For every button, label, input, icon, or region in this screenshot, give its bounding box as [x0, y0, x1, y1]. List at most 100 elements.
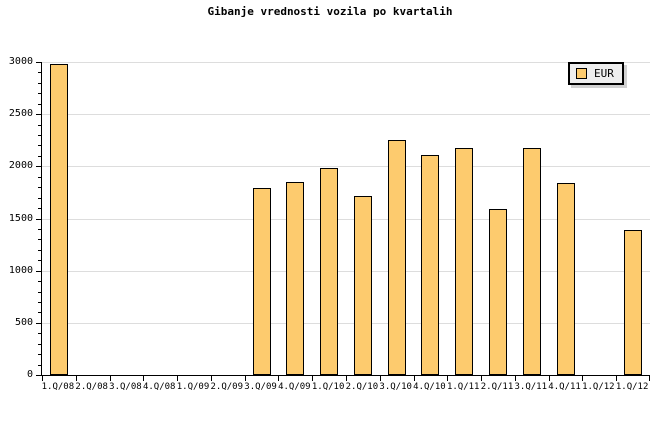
bar[interactable]: [253, 188, 271, 375]
y-axis-tick: [36, 375, 42, 376]
legend-label-eur: EUR: [594, 67, 614, 80]
x-axis-tick: [414, 375, 415, 381]
y-axis-minor-tick: [38, 260, 42, 261]
x-axis-tick-label: 3.Q/11: [514, 382, 548, 392]
y-axis-tick-label: 3000: [8, 56, 33, 67]
y-axis-minor-tick: [38, 281, 42, 282]
y-axis-minor-tick: [38, 198, 42, 199]
y-axis-minor-tick: [38, 250, 42, 251]
bar[interactable]: [50, 64, 68, 375]
y-axis-minor-tick: [38, 177, 42, 178]
bar[interactable]: [320, 168, 338, 375]
x-axis-tick-label: 2.Q/11: [480, 382, 514, 392]
y-axis-minor-tick: [38, 156, 42, 157]
y-axis-minor-tick: [38, 83, 42, 84]
x-axis-tick-label: 4.Q/08: [142, 382, 176, 392]
bar[interactable]: [523, 148, 541, 375]
x-axis-tick-label: 1.Q/12: [615, 382, 649, 392]
y-axis-tick-label: 2000: [8, 160, 33, 171]
x-axis-tick: [211, 375, 212, 381]
y-axis-minor-tick: [38, 208, 42, 209]
y-axis-tick: [36, 114, 42, 115]
y-axis-minor-tick: [38, 72, 42, 73]
y-axis-minor-tick: [38, 354, 42, 355]
x-axis-tick-label: 1.Q/11: [446, 382, 480, 392]
x-axis-tick: [380, 375, 381, 381]
x-axis-tick: [616, 375, 617, 381]
x-axis-tick: [110, 375, 111, 381]
gridline: [42, 271, 650, 272]
gridline: [42, 219, 650, 220]
bar[interactable]: [286, 182, 304, 375]
chart-title: Gibanje vrednosti vozila po kvartalih: [207, 5, 453, 18]
y-axis-minor-tick: [38, 145, 42, 146]
x-axis-tick: [346, 375, 347, 381]
x-axis-tick: [447, 375, 448, 381]
x-axis-tick: [649, 375, 650, 381]
legend-swatch-eur: [576, 68, 587, 79]
bar[interactable]: [455, 148, 473, 375]
x-axis-tick: [42, 375, 43, 381]
x-axis-tick: [143, 375, 144, 381]
x-axis-tick-label: 1.Q/08: [41, 382, 75, 392]
bar[interactable]: [557, 183, 575, 375]
y-axis-tick: [36, 323, 42, 324]
y-axis-minor-tick: [38, 302, 42, 303]
y-axis-tick: [36, 62, 42, 63]
y-axis-minor-tick: [38, 125, 42, 126]
gridline: [42, 323, 650, 324]
x-axis-tick-label: 3.Q/09: [244, 382, 277, 392]
bar[interactable]: [354, 196, 372, 375]
y-axis-minor-tick: [38, 333, 42, 334]
plot-area: [36, 62, 650, 381]
bar[interactable]: [624, 230, 642, 375]
x-axis-tick: [76, 375, 77, 381]
y-axis-tick-label: 0: [26, 369, 33, 380]
bar[interactable]: [421, 155, 439, 375]
x-axis-tick: [177, 375, 178, 381]
y-axis-minor-tick: [38, 93, 42, 94]
x-axis-tick: [245, 375, 246, 381]
y-axis-minor-tick: [38, 187, 42, 188]
bar[interactable]: [388, 140, 406, 375]
x-axis-tick: [278, 375, 279, 381]
y-axis-minor-tick: [38, 229, 42, 230]
bar[interactable]: [489, 209, 507, 375]
x-axis-tick-label: 2.Q/10: [345, 382, 379, 392]
x-axis-tick: [582, 375, 583, 381]
chart-legend[interactable]: EUR: [568, 62, 624, 85]
y-axis-minor-tick: [38, 135, 42, 136]
y-axis-tick: [36, 271, 42, 272]
gridline: [42, 114, 650, 115]
x-axis-tick-label: 1.Q/12: [582, 382, 615, 392]
y-axis-minor-tick: [38, 292, 42, 293]
gridline: [42, 62, 650, 63]
gridline: [42, 166, 650, 167]
y-axis-tick: [36, 219, 42, 220]
x-axis-tick: [549, 375, 550, 381]
x-axis-tick-label: 4.Q/10: [413, 382, 446, 392]
x-axis-tick-label: 2.Q/09: [210, 382, 244, 392]
x-axis-tick: [481, 375, 482, 381]
x-axis-tick-label: 1.Q/10: [311, 382, 345, 392]
x-axis-tick-label: 4.Q/11: [548, 382, 581, 392]
y-axis-minor-tick: [38, 344, 42, 345]
x-axis-tick-label: 3.Q/08: [109, 382, 142, 392]
y-axis-minor-tick: [38, 239, 42, 240]
x-axis-tick: [515, 375, 516, 381]
y-axis-minor-tick: [38, 365, 42, 366]
y-axis-labels: 0 500 1000 1500 2000 2500 3000: [0, 56, 33, 380]
y-axis-tick: [36, 166, 42, 167]
x-axis-labels: 1.Q/08 2.Q/08 3.Q/08 4.Q/08 1.Q/09 2.Q/09 3.Q/…: [41, 382, 649, 398]
y-axis-tick-label: 1500: [8, 213, 33, 224]
y-axis-tick-label: 500: [14, 317, 33, 328]
y-axis-minor-tick: [38, 312, 42, 313]
y-axis-tick-label: 1000: [8, 265, 33, 276]
x-axis-tick-label: 4.Q/09: [278, 382, 311, 392]
y-axis-minor-tick: [38, 104, 42, 105]
x-axis-tick: [312, 375, 313, 381]
x-axis-tick-label: 3.Q/10: [379, 382, 412, 392]
x-axis-tick-label: 1.Q/09: [176, 382, 210, 392]
x-axis-tick-label: 2.Q/08: [75, 382, 108, 392]
